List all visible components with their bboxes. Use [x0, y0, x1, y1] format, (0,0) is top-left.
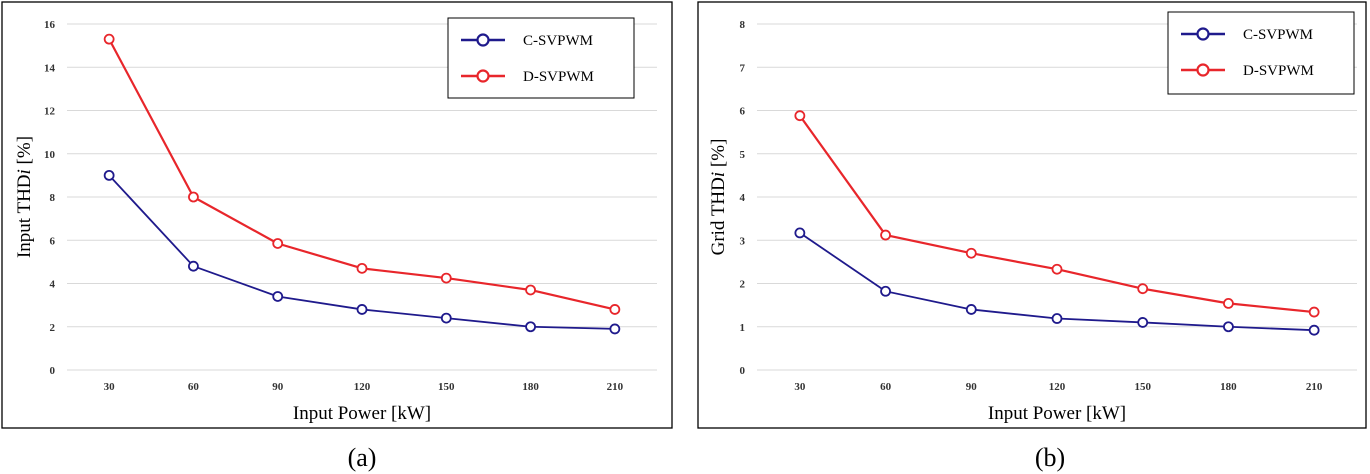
data-point-d-svpwm	[1223, 297, 1234, 309]
x-tick-label: 120	[354, 381, 371, 393]
y-axis-label-suffix: [%]	[14, 136, 35, 169]
data-point-d-svpwm	[525, 284, 536, 296]
data-point-c-svpwm	[609, 323, 621, 335]
x-tick-label: 60	[188, 381, 200, 393]
legend-label-d-svpwm: D-SVPWM	[1243, 63, 1314, 79]
y-tick-label: 4	[50, 279, 56, 291]
x-tick-label: 60	[880, 381, 892, 393]
data-point-c-svpwm	[272, 291, 284, 302]
data-point-c-svpwm	[965, 304, 977, 315]
x-tick-label: 90	[966, 381, 978, 393]
y-tick-label: 4	[740, 192, 746, 204]
data-point-d-svpwm	[440, 272, 452, 284]
y-tick-label: 0	[740, 365, 746, 377]
y-tick-label: 14	[44, 62, 56, 74]
series-line-d-svpwm	[798, 115, 1315, 314]
x-tick-label: 30	[794, 381, 806, 393]
x-tick-label: 180	[522, 381, 539, 393]
panel-caption: (b)	[1035, 443, 1065, 472]
y-tick-label: 0	[50, 365, 56, 377]
data-point-c-svpwm	[525, 321, 536, 333]
x-tick-label: 210	[607, 381, 624, 393]
panel-caption: (a)	[348, 443, 377, 472]
data-point-d-svpwm	[1137, 283, 1149, 295]
y-tick-label: 2	[50, 322, 56, 334]
x-axis-label: Input Power [kW]	[988, 403, 1126, 424]
legend-swatch-marker	[1196, 27, 1210, 41]
x-tick-label: 210	[1306, 381, 1323, 393]
y-tick-label: 10	[44, 149, 56, 161]
x-axis-label: Input Power [kW]	[293, 403, 431, 424]
y-tick-label: 5	[740, 149, 746, 161]
legend-swatch-marker	[1196, 63, 1210, 77]
legend: C-SVPWM D-SVPWM	[447, 17, 635, 99]
data-point-d-svpwm	[880, 229, 891, 241]
data-point-d-svpwm	[1308, 306, 1320, 318]
data-point-c-svpwm	[356, 304, 368, 315]
x-tick-label: 120	[1049, 381, 1066, 393]
data-point-d-svpwm	[272, 238, 284, 249]
legend: C-SVPWM D-SVPWM	[1167, 11, 1355, 95]
legend-swatch-marker	[476, 33, 490, 47]
data-point-d-svpwm	[794, 110, 806, 122]
x-tick-label: 180	[1220, 381, 1237, 393]
y-tick-label: 16	[44, 19, 56, 31]
data-point-d-svpwm	[609, 304, 621, 315]
y-tick-label: 7	[740, 62, 746, 74]
y-axis-label-italic: i	[708, 172, 729, 177]
data-point-d-svpwm	[188, 191, 199, 203]
x-tick-label: 150	[1134, 381, 1151, 393]
y-tick-label: 1	[740, 322, 746, 334]
y-axis-label: Grid THDi [%]	[708, 139, 729, 256]
y-axis-label-italic: i	[14, 169, 35, 174]
chart-frame	[1, 1, 673, 429]
y-tick-label: 6	[740, 106, 746, 118]
y-axis-label-prefix: Input THD	[14, 174, 35, 258]
legend-box	[447, 17, 635, 99]
data-point-c-svpwm	[1308, 324, 1320, 336]
legend-label-c-svpwm: C-SVPWM	[523, 33, 593, 49]
legend-label-d-svpwm: D-SVPWM	[523, 69, 594, 85]
y-axis-label-suffix: [%]	[708, 139, 729, 172]
data-point-c-svpwm	[794, 227, 806, 239]
y-tick-label: 2	[740, 279, 746, 291]
y-tick-label: 8	[740, 19, 746, 31]
legend-swatch-marker	[476, 69, 490, 83]
data-point-c-svpwm	[440, 312, 452, 324]
x-tick-label: 30	[104, 381, 116, 393]
data-point-d-svpwm	[965, 247, 977, 259]
data-point-c-svpwm	[103, 169, 115, 181]
data-point-c-svpwm	[1223, 321, 1234, 333]
data-point-d-svpwm	[103, 33, 115, 45]
y-tick-label: 8	[50, 192, 56, 204]
data-point-c-svpwm	[188, 260, 199, 272]
y-axis-label-prefix: Grid THD	[708, 177, 729, 255]
data-point-d-svpwm	[356, 262, 368, 274]
data-point-c-svpwm	[880, 285, 891, 297]
y-axis-label: Input THDi [%]	[14, 136, 35, 258]
data-point-c-svpwm	[1137, 317, 1149, 328]
chart-frame	[697, 1, 1367, 429]
data-point-d-svpwm	[1051, 263, 1063, 275]
chart-panel-b: 0 1 2 3 4 5 6 7 8 30 60 90 120 150 180 210 Input Power […	[697, 1, 1367, 429]
y-tick-label: 3	[740, 235, 746, 247]
x-tick-label: 90	[272, 381, 284, 393]
data-point-c-svpwm	[1051, 313, 1063, 324]
legend-label-c-svpwm: C-SVPWM	[1243, 27, 1313, 43]
y-tick-label: 6	[50, 235, 56, 247]
x-tick-label: 150	[438, 381, 455, 393]
legend-box	[1167, 11, 1355, 95]
chart-panel-a: 0 2 4 6 8 10 12 14 16 30 60 90 120 150 180 210 Input Pow…	[1, 1, 673, 429]
y-tick-label: 12	[44, 106, 56, 118]
